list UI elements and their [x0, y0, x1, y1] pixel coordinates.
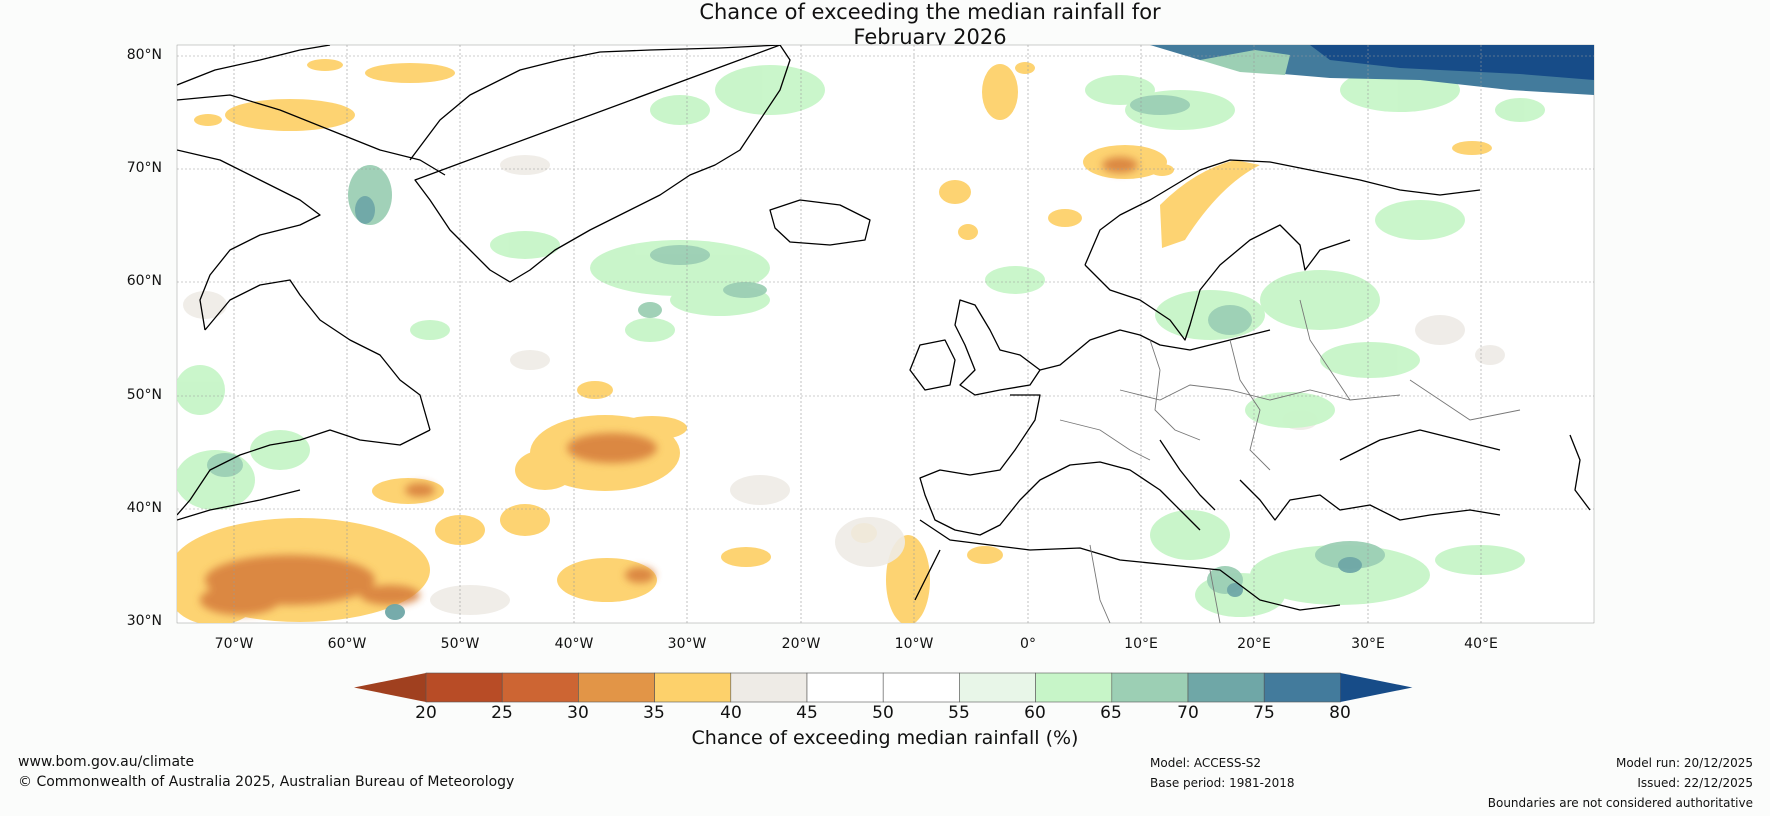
lon-label-10e: 10°E [1124, 636, 1158, 652]
very-strong-above-median-patches [355, 196, 1362, 620]
website-link[interactable]: www.bom.gov.au/climate [18, 754, 195, 770]
lat-label-50n: 50°N [126, 387, 162, 403]
colorbar-extend-high [1340, 673, 1413, 702]
colorbar-tick: 35 [643, 703, 665, 723]
lon-label-40e: 40°E [1464, 636, 1498, 652]
colorbar-segment [1035, 672, 1113, 703]
colorbar-segment [501, 672, 579, 703]
copyright-text: © Commonwealth of Australia 2025, Austra… [18, 774, 515, 790]
colorbar-tick: 40 [720, 703, 742, 723]
model-name: Model: ACCESS-S2 [1150, 756, 1262, 770]
colorbar-segment [654, 672, 732, 703]
map-title: Chance of exceeding the median rainfall … [0, 0, 1770, 50]
boundaries-disclaimer: Boundaries are not considered authoritat… [1487, 796, 1753, 810]
lat-label-70n: 70°N [126, 160, 162, 176]
model-run-date: Model run: 20/12/2025 [1615, 756, 1753, 770]
lon-label-0: 0° [1020, 636, 1036, 652]
colorbar-segment [806, 672, 884, 703]
lat-label-40n: 40°N [126, 500, 162, 516]
issued-date: Issued: 22/12/2025 [1637, 776, 1753, 790]
lon-label-60w: 60°W [327, 636, 367, 652]
colorbar-tick: 60 [1024, 703, 1046, 723]
colorbar-segment [1263, 672, 1341, 703]
country-borders [1059, 299, 1521, 623]
colorbar-segment [959, 672, 1036, 703]
rainfall-anomaly-patches [177, 45, 1594, 623]
lon-label-20w: 20°W [781, 636, 821, 652]
colorbar-extend-low [354, 673, 426, 702]
lon-label-20e: 20°E [1237, 636, 1271, 652]
colorbar-tick: 30 [567, 703, 589, 723]
lon-label-30e: 30°E [1351, 636, 1385, 652]
colorbar-tick: 75 [1253, 703, 1275, 723]
lon-label-40w: 40°W [554, 636, 594, 652]
strong-above-median-patches [207, 95, 1385, 594]
colorbar-tick: 55 [948, 703, 970, 723]
colorbar-tick: 80 [1329, 703, 1351, 723]
base-period: Base period: 1981-2018 [1150, 776, 1295, 790]
colorbar-segment [1187, 672, 1265, 703]
near-median-dry-patches [183, 155, 1505, 615]
above-median-patches [177, 65, 1545, 617]
colorbar [354, 672, 1413, 703]
title-line-1: Chance of exceeding the median rainfall … [699, 0, 1161, 24]
colorbar-segment [425, 672, 503, 703]
colorbar-tick: 65 [1100, 703, 1122, 723]
colorbar-segment [730, 672, 808, 703]
colorbar-label: Chance of exceeding median rainfall (%) [691, 727, 1079, 749]
lon-label-50w: 50°W [440, 636, 480, 652]
graticule [177, 45, 1594, 623]
colorbar-tick: 50 [872, 703, 894, 723]
colorbar-tick: 25 [491, 703, 513, 723]
coastlines [177, 45, 1591, 611]
colorbar-tick: 70 [1177, 703, 1199, 723]
strong-below-median-patches [200, 157, 1138, 615]
lat-label-30n: 30°N [126, 613, 162, 629]
colorbar-tick: 45 [796, 703, 818, 723]
lon-label-10w: 10°W [894, 636, 934, 652]
lon-label-70w: 70°W [214, 636, 254, 652]
colorbar-tick: 20 [415, 703, 437, 723]
lon-label-30w: 30°W [667, 636, 707, 652]
colorbar-segment [578, 672, 655, 703]
colorbar-segment [1111, 672, 1189, 703]
colorbar-segment [882, 672, 960, 703]
lat-label-80n: 80°N [126, 47, 162, 63]
lat-label-60n: 60°N [126, 273, 162, 289]
